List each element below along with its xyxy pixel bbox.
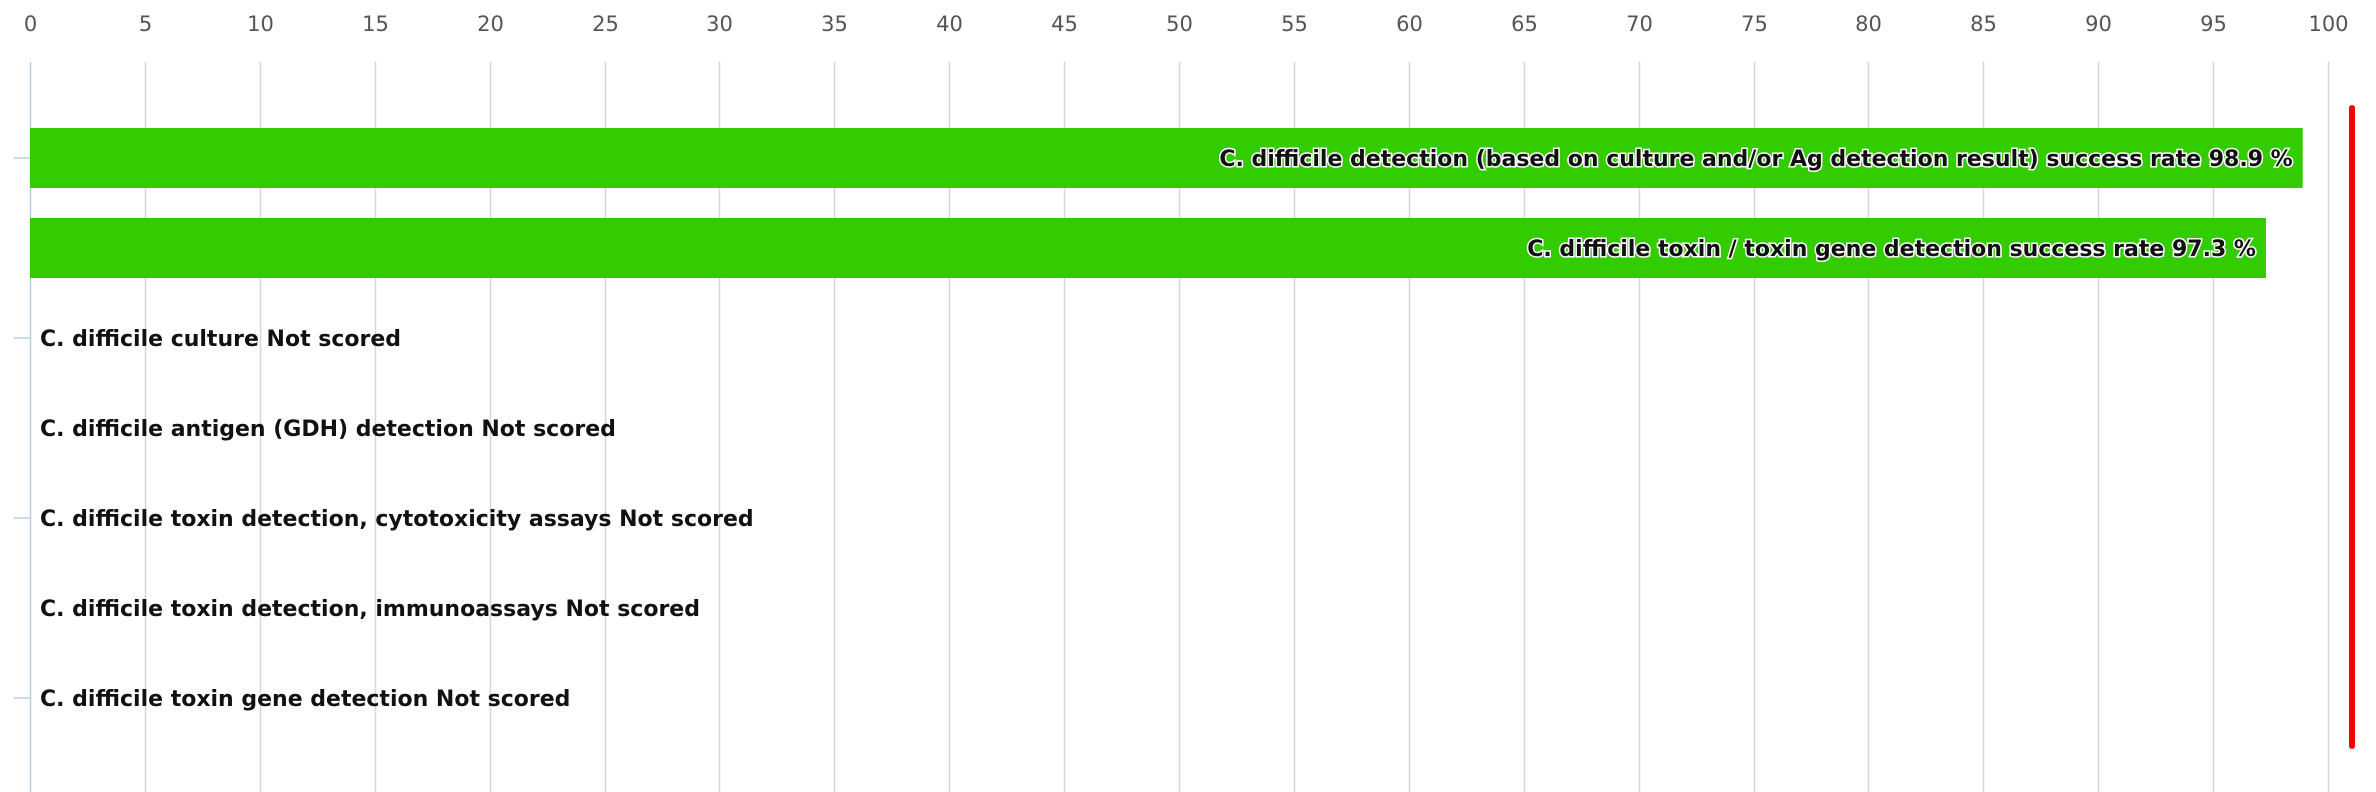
x-tick-label: 90 [2085,12,2112,36]
x-tick-label: 60 [1396,12,1423,36]
x-tick-label: 65 [1511,12,1538,36]
x-tick-label: 100 [2308,12,2348,36]
x-tick-label: 70 [1626,12,1653,36]
x-tick-label: 20 [477,12,504,36]
bar-data-label: C. difficile detection (based on culture… [1219,147,2292,172]
x-tick-label: 15 [362,12,389,36]
x-tick-label: 5 [139,12,152,36]
x-tick-label: 10 [247,12,274,36]
label-layer: C. difficile detection (based on culture… [40,146,2294,713]
bar-layer [30,128,2303,278]
x-tick-label: 40 [936,12,963,36]
bar-data-label: C. difficile toxin / toxin gene detectio… [1527,237,2256,262]
x-tick-label: 45 [1051,12,1078,36]
bar [30,218,2266,278]
x-tick-label: 50 [1166,12,1193,36]
x-tick-label: 95 [2200,12,2227,36]
bar-data-label: C. difficile culture Not scored [40,327,401,352]
x-tick-label: 30 [706,12,733,36]
bar-data-label: C. difficile antigen (GDH) detection Not… [40,417,616,442]
x-tick-label: 0 [24,12,37,36]
x-tick-label: 55 [1281,12,1308,36]
x-tick-label: 85 [1970,12,1997,36]
x-tick-label: 80 [1855,12,1882,36]
x-tick-label: 35 [821,12,848,36]
bar [30,128,2303,188]
axis-layer: 0 5 10 15 20 25 30 35 40 45 50 55 60 65 70 75 80 85 90 95 10… [14,12,2349,699]
bar-data-label: C. difficile toxin gene detection Not sc… [40,687,570,712]
bar-data-label: C. difficile toxin detection, immunoassa… [40,597,700,622]
x-tick-label: 75 [1741,12,1768,36]
x-tick-label: 25 [592,12,619,36]
bar-data-label: C. difficile toxin detection, cytotoxici… [40,507,754,532]
